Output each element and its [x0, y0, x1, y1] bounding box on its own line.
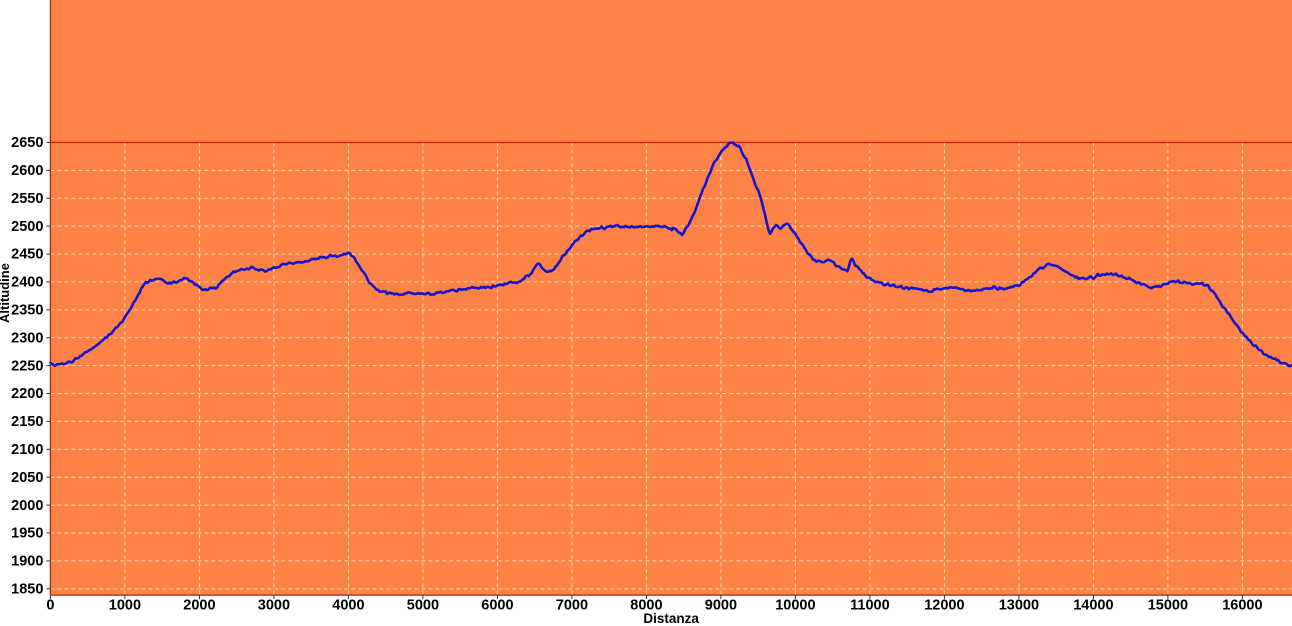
svg-text:14000: 14000 — [1073, 598, 1113, 614]
svg-text:2150: 2150 — [11, 414, 43, 430]
svg-text:2100: 2100 — [11, 442, 43, 458]
svg-text:1950: 1950 — [11, 526, 43, 542]
svg-text:2350: 2350 — [11, 303, 43, 319]
svg-text:9000: 9000 — [705, 598, 737, 614]
svg-text:2400: 2400 — [11, 275, 43, 291]
svg-text:2650: 2650 — [11, 135, 43, 151]
svg-text:15000: 15000 — [1148, 598, 1188, 614]
svg-text:2600: 2600 — [11, 163, 43, 179]
svg-text:1900: 1900 — [11, 554, 43, 570]
svg-text:2000: 2000 — [11, 498, 43, 514]
svg-text:2550: 2550 — [11, 191, 43, 207]
svg-text:2300: 2300 — [11, 330, 43, 346]
svg-text:10000: 10000 — [775, 598, 815, 614]
svg-text:16000: 16000 — [1222, 598, 1262, 614]
svg-text:11000: 11000 — [850, 598, 890, 614]
svg-text:1850: 1850 — [11, 582, 43, 598]
svg-text:5000: 5000 — [407, 598, 439, 614]
svg-text:6000: 6000 — [481, 598, 513, 614]
svg-text:2000: 2000 — [183, 598, 215, 614]
svg-text:4000: 4000 — [332, 598, 364, 614]
svg-text:Altitudine: Altitudine — [0, 263, 12, 323]
svg-text:3000: 3000 — [258, 598, 290, 614]
svg-text:7000: 7000 — [556, 598, 588, 614]
svg-text:13000: 13000 — [999, 598, 1039, 614]
svg-text:2500: 2500 — [11, 219, 43, 235]
svg-text:12000: 12000 — [924, 598, 964, 614]
svg-text:2250: 2250 — [11, 358, 43, 374]
svg-text:2450: 2450 — [11, 247, 43, 263]
svg-text:Distanza: Distanza — [643, 611, 699, 626]
svg-text:0: 0 — [46, 598, 54, 614]
svg-text:2050: 2050 — [11, 470, 43, 486]
svg-text:1000: 1000 — [109, 598, 141, 614]
svg-text:2200: 2200 — [11, 386, 43, 402]
